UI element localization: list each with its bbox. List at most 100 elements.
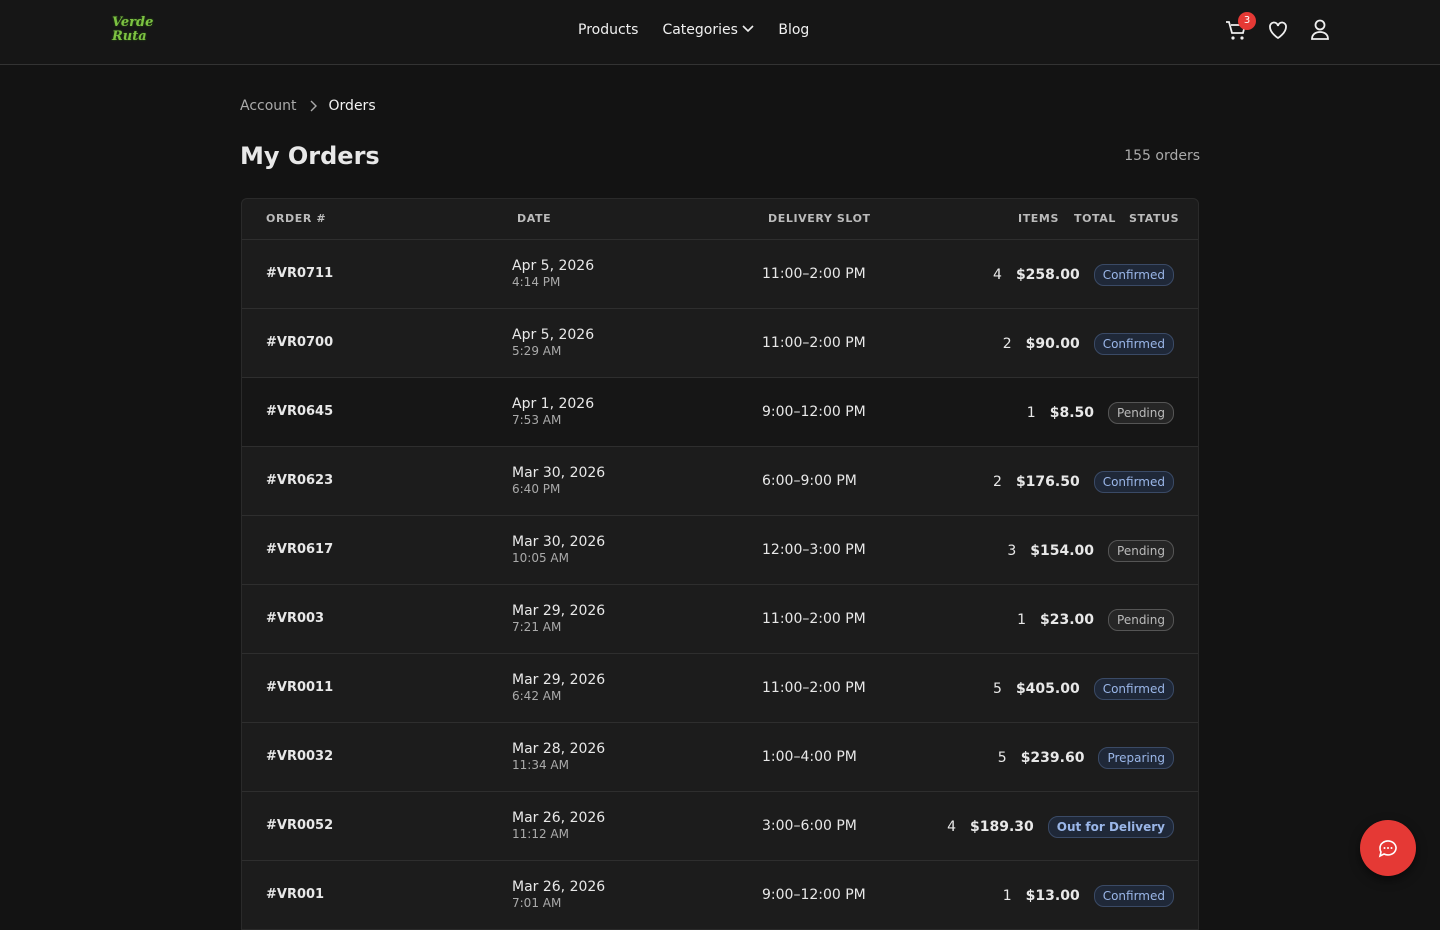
order-total: $90.00 — [1026, 336, 1080, 352]
order-date: Mar 30, 20266:40 PM — [512, 465, 605, 496]
status-badge: Confirmed — [1094, 885, 1174, 907]
order-date: Mar 26, 20267:01 AM — [512, 879, 605, 910]
date: Mar 29, 2026 — [512, 672, 605, 688]
order-row[interactable]: #VR003Mar 29, 20267:21 AM11:00–2:00 PM1$… — [242, 584, 1198, 653]
order-row[interactable]: #VR0032Mar 28, 202611:34 AM1:00–4:00 PM5… — [242, 722, 1198, 791]
order-number: #VR003 — [266, 611, 324, 626]
orders-table: ORDER # DATE DELIVERY SLOT ITEMS TOTAL S… — [241, 198, 1199, 930]
nav: Products Categories Blog — [578, 22, 809, 38]
date: Mar 26, 2026 — [512, 810, 605, 826]
table-header: ORDER # DATE DELIVERY SLOT ITEMS TOTAL S… — [242, 199, 1198, 239]
row-summary: 1 $8.50 Pending — [1027, 402, 1174, 424]
order-date: Apr 5, 20265:29 AM — [512, 327, 594, 358]
date: Mar 30, 2026 — [512, 534, 605, 550]
item-count: 1 — [1027, 405, 1036, 421]
logo[interactable]: Verde Ruta — [112, 16, 162, 44]
order-row[interactable]: #VR0623Mar 30, 20266:40 PM6:00–9:00 PM2$… — [242, 446, 1198, 515]
order-count: 155 orders — [1124, 148, 1200, 164]
order-row[interactable]: #VR0052 Mar 26, 202611:12 AM 3:00–6:00 PM 4… — [242, 791, 1198, 860]
order-row[interactable]: #VR0645Apr 1, 20267:53 AM9:00–12:00 PM1$… — [242, 377, 1198, 446]
date: Mar 29, 2026 — [512, 603, 605, 619]
breadcrumb-sep — [309, 100, 317, 112]
order-total: $189.30 — [970, 819, 1034, 835]
chat-button[interactable] — [1360, 820, 1416, 876]
order-total: $258.00 — [1016, 267, 1080, 283]
row-summary: 3 $154.00 Pending — [1007, 540, 1174, 562]
row-summary: 1 $23.00 Pending — [1017, 609, 1174, 631]
row-summary: 5$239.60Preparing — [998, 747, 1174, 769]
page-title: My Orders — [240, 142, 380, 170]
breadcrumb-link[interactable]: Account — [240, 98, 297, 114]
order-total: $405.00 — [1016, 681, 1080, 697]
order-row[interactable]: #VR0700 Apr 5, 20265:29 AM 11:00–2:00 PM 2 $… — [242, 308, 1198, 377]
order-total: $176.50 — [1016, 474, 1080, 490]
page: My Orders {"header": {"logo": "Verde Rut… — [0, 0, 1440, 900]
status-badge: Confirmed — [1094, 333, 1174, 355]
header: Verde Ruta Products Categories Blog 3 — [0, 0, 1440, 65]
col-header: ORDER # — [266, 212, 326, 225]
status-badge: Pending — [1108, 609, 1174, 631]
row-summary: 2 $90.00 Confirmed — [1003, 333, 1174, 355]
cart[interactable]: 3 — [1224, 18, 1248, 46]
breadcrumb: Account Orders — [240, 98, 376, 114]
time: 11:34 AM — [512, 758, 605, 772]
time: 4:14 PM — [512, 275, 594, 289]
account-icon[interactable] — [1308, 18, 1332, 42]
date: Mar 28, 2026 — [512, 741, 605, 757]
status-badge: Pending — [1108, 402, 1174, 424]
order-date: Mar 30, 202610:05 AM — [512, 534, 605, 565]
nav-link[interactable]: Products — [578, 22, 638, 38]
item-count: 1 — [1003, 888, 1012, 904]
item-count: 3 — [1007, 543, 1016, 559]
icons: 3 — [1224, 18, 1332, 46]
col-header: DATE — [517, 212, 551, 225]
date: Mar 26, 2026 — [512, 879, 605, 895]
order-date: Apr 5, 20264:14 PM — [512, 258, 594, 289]
status-badge: Pending — [1108, 540, 1174, 562]
order-total: $8.50 — [1050, 405, 1094, 421]
body: Verde Ruta Products Categories Blog 3 Ac… — [0, 0, 1440, 900]
order-total: $23.00 — [1040, 612, 1094, 628]
order-number: #VR0052 — [266, 818, 333, 833]
order-row[interactable]: #VR0711Apr 5, 20264:14 PM11:00–2:00 PM4$… — [242, 239, 1198, 308]
order-number: #VR0700 — [266, 335, 333, 350]
nav-link[interactable]: Blog — [778, 22, 809, 38]
status-badge: Confirmed — [1094, 264, 1174, 286]
col-header: STATUS — [1129, 212, 1179, 225]
date: Mar 30, 2026 — [512, 465, 605, 481]
order-number: #VR0011 — [266, 680, 333, 695]
order-row[interactable]: #VR0011Mar 29, 20266:42 AM11:00–2:00 PM5… — [242, 653, 1198, 722]
chevron — [742, 24, 754, 34]
nav-text: Categories — [662, 22, 737, 38]
order-total: $154.00 — [1030, 543, 1094, 559]
order-row[interactable]: #VR001Mar 26, 20267:01 AM9:00–12:00 PM1$… — [242, 860, 1198, 929]
delivery-slot: 12:00–3:00 PM — [762, 542, 866, 558]
order-date: Mar 29, 20267:21 AM — [512, 603, 605, 634]
order-date: Mar 28, 202611:34 AM — [512, 741, 605, 772]
nav-link[interactable]: Categories — [662, 22, 754, 38]
row-summary: 1$13.00Confirmed — [1003, 885, 1174, 907]
order-number: #VR0645 — [266, 404, 333, 419]
delivery-slot: 11:00–2:00 PM — [762, 680, 866, 696]
item-count: 5 — [998, 750, 1007, 766]
wishlist-icon[interactable] — [1266, 18, 1290, 42]
item-count: 1 — [1017, 612, 1026, 628]
delivery-slot: 3:00–6:00 PM — [762, 818, 857, 834]
order-number: #VR0623 — [266, 473, 333, 488]
item-count: 4 — [947, 819, 956, 835]
order-row[interactable]: #VR0617Mar 30, 202610:05 AM12:00–3:00 PM… — [242, 515, 1198, 584]
time: 7:53 AM — [512, 413, 594, 427]
delivery-slot: 6:00–9:00 PM — [762, 473, 857, 489]
delivery-slot: 9:00–12:00 PM — [762, 404, 866, 420]
order-date: Mar 26, 202611:12 AM — [512, 810, 605, 841]
order-date: Mar 29, 20266:42 AM — [512, 672, 605, 703]
item-count: 2 — [1003, 336, 1012, 352]
cart-badge: 3 — [1238, 12, 1256, 30]
delivery-slot: 11:00–2:00 PM — [762, 335, 866, 351]
time: 6:40 PM — [512, 482, 605, 496]
status-badge: Confirmed — [1094, 678, 1174, 700]
row-summary: 5$405.00Confirmed — [993, 678, 1174, 700]
col-header: TOTAL — [1074, 212, 1116, 225]
item-count: 4 — [993, 267, 1002, 283]
chat-icon — [1360, 820, 1416, 876]
